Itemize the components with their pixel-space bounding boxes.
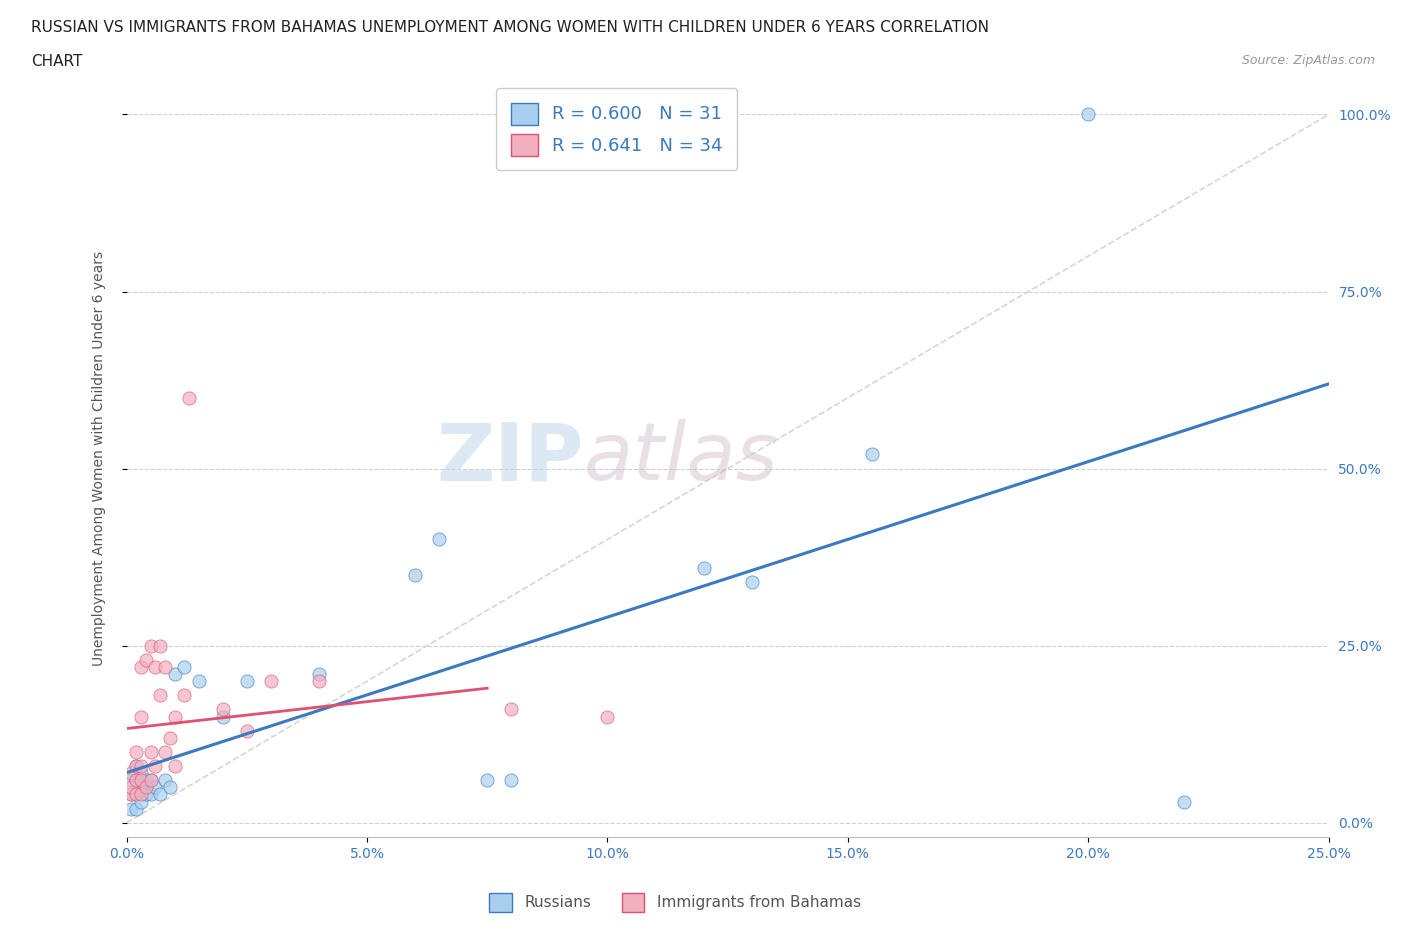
- Point: [139, 773, 162, 788]
- Text: ZIP: ZIP: [436, 419, 583, 497]
- Point: [211, 710, 233, 724]
- Text: CHART: CHART: [31, 54, 83, 69]
- Point: [135, 787, 157, 802]
- Point: [120, 802, 142, 817]
- Point: [173, 659, 195, 674]
- Point: [129, 794, 152, 809]
- Point: [153, 745, 176, 760]
- Point: [860, 447, 883, 462]
- Point: [139, 787, 162, 802]
- Point: [475, 773, 498, 788]
- Point: [159, 730, 181, 745]
- Point: [120, 787, 142, 802]
- Legend: R = 0.600   N = 31, R = 0.641   N = 34: R = 0.600 N = 31, R = 0.641 N = 34: [496, 88, 737, 170]
- Point: [145, 659, 167, 674]
- Point: [149, 638, 172, 653]
- Point: [1077, 107, 1099, 122]
- Point: [153, 659, 176, 674]
- Point: [145, 780, 167, 795]
- Point: [1173, 794, 1195, 809]
- Point: [308, 667, 330, 682]
- Point: [139, 638, 162, 653]
- Point: [125, 745, 148, 760]
- Point: [129, 710, 152, 724]
- Point: [135, 773, 157, 788]
- Point: [129, 780, 152, 795]
- Point: [427, 532, 450, 547]
- Point: [163, 667, 186, 682]
- Point: [139, 745, 162, 760]
- Point: [741, 575, 763, 590]
- Point: [501, 702, 523, 717]
- Legend: Russians, Immigrants from Bahamas: Russians, Immigrants from Bahamas: [482, 887, 868, 918]
- Point: [135, 780, 157, 795]
- Point: [135, 653, 157, 668]
- Y-axis label: Unemployment Among Women with Children Under 6 years: Unemployment Among Women with Children U…: [91, 250, 105, 666]
- Point: [125, 759, 148, 774]
- Point: [211, 702, 233, 717]
- Point: [120, 787, 142, 802]
- Point: [129, 765, 152, 780]
- Point: [149, 688, 172, 703]
- Point: [235, 673, 259, 688]
- Point: [125, 773, 148, 788]
- Point: [125, 787, 148, 802]
- Point: [125, 773, 148, 788]
- Text: RUSSIAN VS IMMIGRANTS FROM BAHAMAS UNEMPLOYMENT AMONG WOMEN WITH CHILDREN UNDER : RUSSIAN VS IMMIGRANTS FROM BAHAMAS UNEMP…: [31, 20, 988, 35]
- Point: [125, 787, 148, 802]
- Point: [692, 561, 714, 576]
- Point: [120, 780, 142, 795]
- Point: [125, 802, 148, 817]
- Point: [139, 773, 162, 788]
- Point: [120, 773, 142, 788]
- Point: [501, 773, 523, 788]
- Point: [149, 787, 172, 802]
- Point: [173, 688, 195, 703]
- Point: [163, 710, 186, 724]
- Text: Source: ZipAtlas.com: Source: ZipAtlas.com: [1241, 54, 1375, 67]
- Point: [145, 759, 167, 774]
- Point: [129, 759, 152, 774]
- Point: [177, 391, 200, 405]
- Point: [404, 567, 426, 582]
- Point: [125, 759, 148, 774]
- Point: [187, 673, 209, 688]
- Point: [129, 773, 152, 788]
- Point: [129, 659, 152, 674]
- Point: [159, 780, 181, 795]
- Point: [260, 673, 283, 688]
- Point: [120, 765, 142, 780]
- Text: atlas: atlas: [583, 419, 778, 497]
- Point: [596, 710, 619, 724]
- Point: [235, 724, 259, 738]
- Point: [163, 759, 186, 774]
- Point: [308, 673, 330, 688]
- Point: [129, 787, 152, 802]
- Point: [153, 773, 176, 788]
